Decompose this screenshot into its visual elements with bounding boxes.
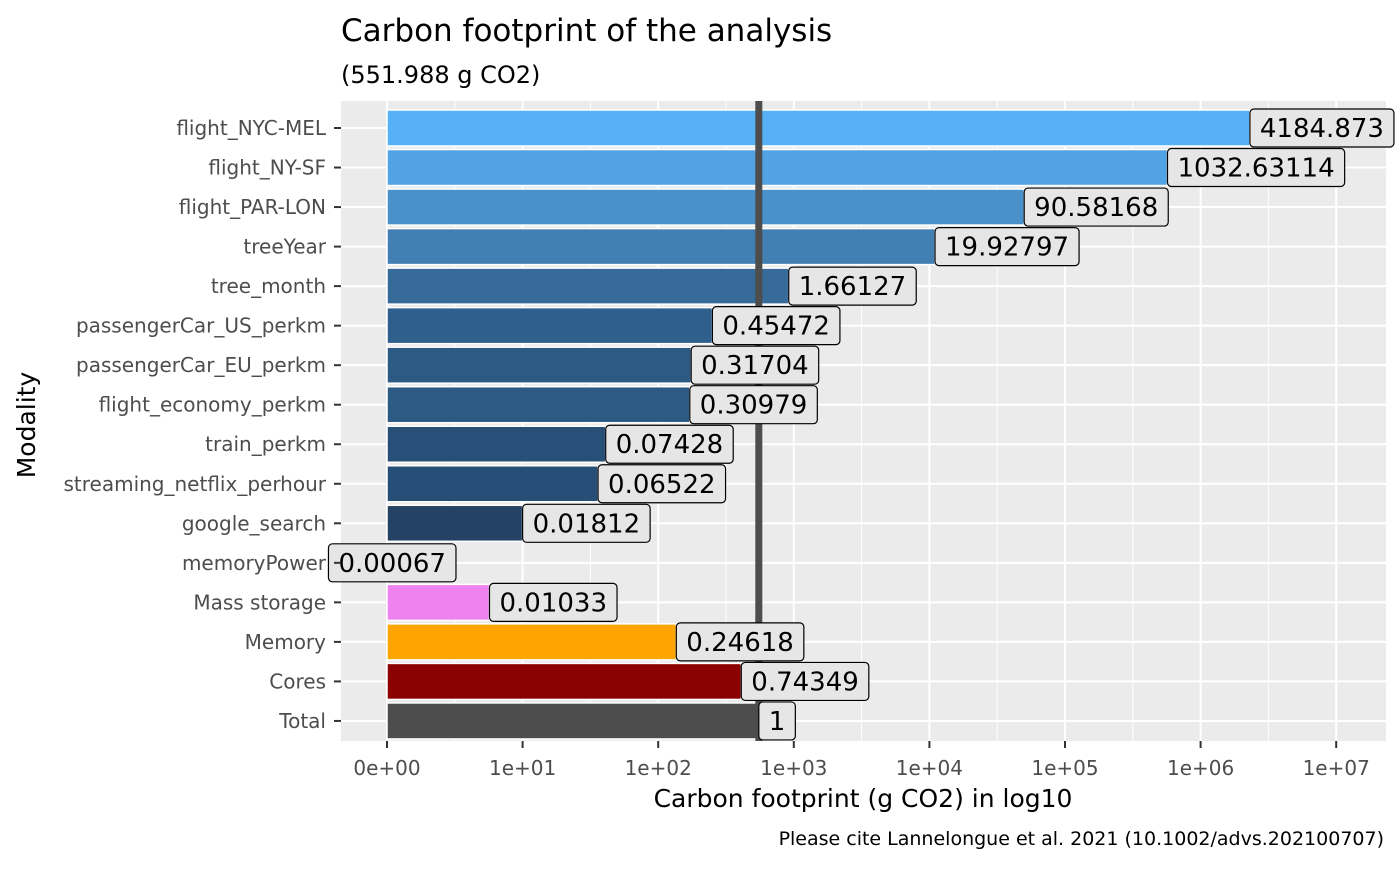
x-tick-label: 1e+03 bbox=[760, 756, 827, 780]
data-label-box bbox=[1023, 187, 1169, 227]
data-label-box bbox=[934, 226, 1080, 267]
y-tick-label: train_perkm bbox=[205, 432, 326, 456]
bar bbox=[386, 385, 691, 424]
x-tick-label: 1e+07 bbox=[1303, 756, 1370, 780]
x-tick-label: 1e+06 bbox=[1167, 756, 1234, 780]
data-label-group: 0.01033 bbox=[488, 582, 618, 622]
data-label-box bbox=[689, 385, 818, 425]
data-label-group: 1.66127 bbox=[788, 266, 917, 306]
data-labels: 4184.873 1032.63114 90.58168 19.92797 1.6612… bbox=[327, 108, 1395, 741]
data-label-box bbox=[690, 345, 820, 385]
data-label-group: 0.00067 bbox=[327, 543, 457, 583]
chart-subtitle: (551.988 g CO2) bbox=[341, 61, 540, 89]
data-label-box bbox=[488, 582, 618, 622]
data-label: 4184.873 bbox=[1260, 114, 1384, 144]
bar bbox=[386, 227, 936, 266]
y-tick-label: Cores bbox=[269, 669, 326, 693]
data-label: 0.07428 bbox=[616, 430, 724, 460]
data-label: 1032.63114 bbox=[1177, 154, 1334, 184]
data-label: 0.01812 bbox=[533, 509, 641, 539]
y-tick-label: Total bbox=[278, 709, 326, 733]
data-label: 0.45472 bbox=[722, 312, 830, 342]
data-label-group: 19.92797 bbox=[934, 226, 1080, 267]
bar bbox=[386, 504, 524, 543]
data-label-box bbox=[605, 424, 734, 464]
y-axis: flight_NYC-MEL flight_NY-SF flight_PAR-LON… bbox=[63, 116, 341, 733]
data-label: 0.74349 bbox=[751, 667, 859, 697]
data-label-group: 90.58168 bbox=[1023, 187, 1169, 227]
x-tick-label: 1e+05 bbox=[1031, 756, 1098, 780]
data-label-group: 4184.873 bbox=[1249, 108, 1395, 148]
y-tick-label: flight_economy_perkm bbox=[99, 393, 326, 417]
data-label: 1.66127 bbox=[799, 272, 907, 302]
bar bbox=[386, 306, 714, 345]
y-tick-label: google_search bbox=[182, 511, 326, 535]
data-label-group: 0.30979 bbox=[689, 385, 818, 425]
data-label-group: 0.45472 bbox=[711, 306, 841, 346]
data-label-box bbox=[788, 266, 917, 306]
bar bbox=[386, 583, 491, 622]
y-tick-label: flight_NYC-MEL bbox=[176, 116, 327, 140]
bar bbox=[386, 702, 760, 740]
data-label-box bbox=[758, 701, 796, 741]
y-tick-label: passengerCar_US_perkm bbox=[76, 314, 326, 338]
data-label-box bbox=[711, 306, 841, 346]
y-tick-label: flight_PAR-LON bbox=[179, 195, 326, 219]
x-tick-label: 1e+04 bbox=[896, 756, 963, 780]
y-tick-label: flight_NY-SF bbox=[208, 156, 326, 180]
bar bbox=[386, 267, 790, 305]
data-label: 90.58168 bbox=[1034, 193, 1158, 223]
y-tick-label: streaming_netflix_perhour bbox=[63, 472, 326, 496]
bar bbox=[386, 188, 1025, 226]
bar bbox=[386, 425, 607, 463]
y-tick-label: tree_month bbox=[211, 274, 326, 298]
y-tick-label: memoryPower bbox=[182, 551, 327, 575]
x-tick-label: 1e+01 bbox=[489, 756, 556, 780]
data-label-box bbox=[327, 543, 457, 583]
x-tick-label: 0e+00 bbox=[353, 756, 420, 780]
data-label: 0.30979 bbox=[700, 391, 808, 421]
data-label-group: 0.01812 bbox=[521, 503, 651, 543]
bar bbox=[386, 662, 743, 701]
data-label-group: 0.74349 bbox=[740, 661, 870, 702]
data-label-box bbox=[1166, 147, 1346, 188]
x-axis-title: Carbon footprint (g CO2) in log10 bbox=[654, 784, 1073, 813]
x-tick-label: 1e+02 bbox=[625, 756, 692, 780]
y-tick-label: passengerCar_EU_perkm bbox=[76, 353, 326, 377]
chart-title: Carbon footprint of the analysis bbox=[341, 13, 832, 49]
data-label-box bbox=[597, 464, 727, 504]
data-label-box bbox=[1249, 108, 1395, 148]
bar bbox=[386, 109, 1251, 147]
data-label-group: 0.31704 bbox=[690, 345, 820, 385]
data-label-group: 0.07428 bbox=[605, 424, 734, 464]
data-label-box bbox=[675, 622, 805, 662]
data-label-group: 0.24618 bbox=[675, 622, 805, 662]
bar bbox=[386, 623, 678, 661]
bar bbox=[386, 346, 692, 384]
data-label: 0.24618 bbox=[686, 628, 794, 658]
data-label: 0.06522 bbox=[608, 470, 716, 500]
y-axis-title: Modality bbox=[12, 372, 41, 479]
data-label-group: 0.06522 bbox=[597, 464, 727, 504]
data-label-group: 1 bbox=[758, 701, 796, 741]
data-label: 0.00067 bbox=[338, 549, 446, 579]
data-label: 1 bbox=[769, 707, 786, 737]
data-label-box bbox=[521, 503, 651, 543]
x-axis: 0e+00 1e+01 1e+02 1e+03 1e+04 1e+05 1e+06 1e+07 bbox=[353, 741, 1370, 780]
y-tick-label: Mass storage bbox=[193, 590, 326, 614]
data-label: 0.01033 bbox=[499, 588, 607, 618]
bar bbox=[386, 465, 599, 503]
bar bbox=[386, 148, 1169, 187]
data-label: 19.92797 bbox=[945, 233, 1069, 263]
chart-caption: Please cite Lannelongue et al. 2021 (10.… bbox=[779, 828, 1384, 850]
y-tick-label: Memory bbox=[245, 630, 327, 654]
data-label-box bbox=[740, 661, 870, 702]
data-label: 0.31704 bbox=[701, 351, 809, 381]
y-tick-label: treeYear bbox=[243, 235, 326, 259]
data-label-group: 1032.63114 bbox=[1166, 147, 1346, 188]
